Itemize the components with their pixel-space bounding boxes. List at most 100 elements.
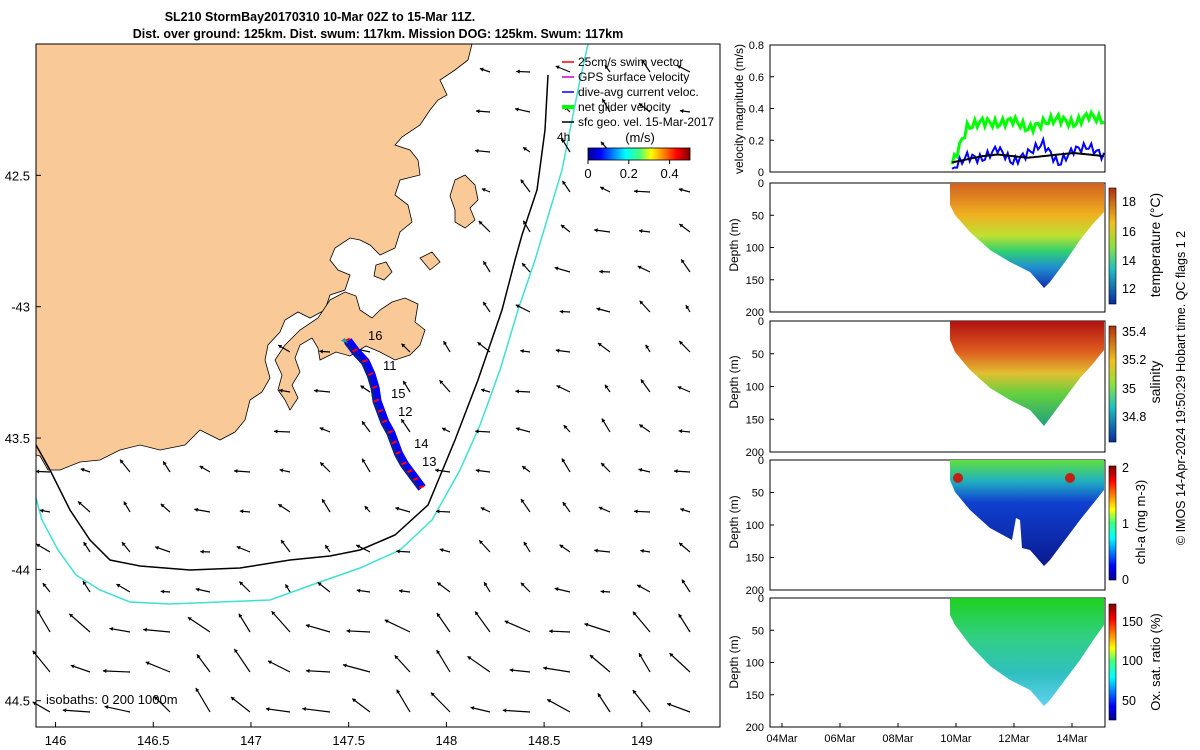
figure-title: SL210 StormBay20170310 10-Mar 02Z to 15-… xyxy=(165,10,476,24)
velocity-arrow xyxy=(42,582,51,593)
velocity-arrow xyxy=(314,388,331,393)
velocity-y-tick-label: 0.2 xyxy=(749,135,764,147)
velocity-arrow xyxy=(351,698,371,713)
velocity-arrow xyxy=(153,695,171,713)
time-x-tick-label: 08Mar xyxy=(882,733,914,745)
temperature-y-tick-label: 50 xyxy=(752,210,764,222)
velocity-arrow xyxy=(546,698,571,713)
swim-vector xyxy=(395,450,401,455)
velocity-arrow xyxy=(470,706,491,713)
velocity-arrow xyxy=(598,506,611,513)
map-frame xyxy=(35,43,721,728)
velocity-arrow xyxy=(236,545,251,553)
velocity-arrow xyxy=(638,424,651,433)
isobath-1000 xyxy=(35,43,589,605)
velocity-arrow xyxy=(562,501,571,513)
velocity-arrow xyxy=(680,507,691,513)
velocity-arrow xyxy=(597,342,611,353)
map-y-tick-label: 44.5 xyxy=(5,694,30,709)
velocity-arrow xyxy=(601,98,611,113)
salinity-y-tick-label: 100 xyxy=(746,382,764,394)
velocity-arrow xyxy=(394,654,411,673)
velocity-arrow xyxy=(638,102,651,113)
map-y-tick-label: 42.5 xyxy=(5,168,30,183)
salinity-y-tick-label: 0 xyxy=(758,316,764,328)
chla-y-tick-label: 200 xyxy=(746,585,764,597)
velocity-arrow xyxy=(277,344,291,353)
velocity-arrow xyxy=(430,692,451,713)
velocity-arrow xyxy=(200,549,211,554)
velocity-arrow xyxy=(594,228,611,233)
velocity-axes xyxy=(769,44,1106,173)
dive-avg-band xyxy=(344,338,426,491)
oxygen-y-tick-label: 50 xyxy=(752,625,764,637)
velocity-arrow xyxy=(478,220,491,233)
velocity-arrow xyxy=(443,340,451,353)
velocity-arrow xyxy=(199,465,211,473)
velocity-arrow xyxy=(520,349,531,354)
velocity-arrow xyxy=(638,468,651,473)
temperature-cb-tick: 18 xyxy=(1122,195,1136,209)
oxygen-cb-tick: 150 xyxy=(1122,615,1143,629)
velocity-arrow xyxy=(230,696,251,713)
velocity-arrow xyxy=(640,379,651,393)
velocity-arrow xyxy=(401,343,411,353)
track-start xyxy=(340,337,348,343)
velocity-arrow xyxy=(600,462,611,473)
velocity-arrow xyxy=(271,610,291,633)
swim-vector xyxy=(361,358,368,363)
map-colorbar-tick-label: 0 xyxy=(584,166,591,181)
velocity-arrow xyxy=(479,67,491,73)
velocity-arrow xyxy=(317,581,331,593)
velocity-arrow xyxy=(324,544,331,553)
legend-label: GPS surface velocity xyxy=(578,70,689,84)
temperature-panel: Depth (m) 18 16 14 12 temperature (°C) xyxy=(727,183,1163,305)
velocity-arrow xyxy=(632,689,651,713)
oxygen-cb-label: Ox. sat. ratio (%) xyxy=(1148,613,1163,711)
velocity-arrow xyxy=(434,468,451,473)
velocity-arrow xyxy=(559,544,571,553)
temperature-y-tick-label: 200 xyxy=(746,307,764,319)
velocity-arrow xyxy=(504,620,531,633)
velocity-series-line xyxy=(950,108,1105,165)
velocity-arrow xyxy=(119,459,131,473)
waypoint-label: 15 xyxy=(391,386,405,401)
chla-maximum-marker xyxy=(953,473,963,483)
velocity-arrow xyxy=(522,146,531,153)
velocity-arrow xyxy=(599,269,611,274)
map-y-tick-label: 43.5 xyxy=(5,431,30,446)
swim-vector xyxy=(367,372,374,376)
map-x-tick-label: 146 xyxy=(45,733,67,748)
temperature-cb-tick: 14 xyxy=(1122,254,1136,268)
velocity-arrow xyxy=(645,344,651,353)
waypoint-label: 14 xyxy=(414,436,428,451)
velocity-arrow xyxy=(319,461,331,473)
velocity-arrow xyxy=(265,707,291,713)
salinity-cb-label: salinity xyxy=(1147,361,1163,404)
velocity-arrow xyxy=(355,544,371,553)
land-small-island xyxy=(419,251,441,271)
velocity-arrow xyxy=(678,223,691,233)
velocity-arrow xyxy=(636,584,651,593)
velocity-arrow xyxy=(187,616,211,633)
velocity-arrow xyxy=(384,619,411,633)
map-legend: 25cm/s swim vector GPS surface velocity … xyxy=(557,55,714,144)
velocity-arrow xyxy=(305,624,331,633)
map-x-axis: 146 146.5 147 147.5 148 148.5 149 xyxy=(45,722,653,748)
velocity-arrow xyxy=(597,693,611,713)
footer-credit: © IMOS 14-Apr-2024 19:50:29 Hobart time.… xyxy=(1174,231,1188,545)
time-x-tick-label: 04Mar xyxy=(766,733,798,745)
velocity-arrow xyxy=(521,465,531,473)
velocity-arrow xyxy=(83,541,91,553)
salinity-cb-tick: 35.2 xyxy=(1122,353,1146,367)
velocity-arrow xyxy=(589,654,611,673)
velocity-arrow xyxy=(475,429,491,434)
waypoint-label: 13 xyxy=(422,454,436,469)
chla-cb-tick: 2 xyxy=(1122,461,1129,475)
map-x-tick-label: 148.5 xyxy=(528,733,561,748)
salinity-cb-tick: 35 xyxy=(1122,382,1136,396)
velocity-arrow xyxy=(39,508,51,513)
velocity-panel: 0 0.2 0.4 0.6 0.8 velocity magnitude (m/s) xyxy=(732,40,1106,179)
velocity-arrow xyxy=(685,304,691,313)
velocity-arrow xyxy=(360,385,371,393)
